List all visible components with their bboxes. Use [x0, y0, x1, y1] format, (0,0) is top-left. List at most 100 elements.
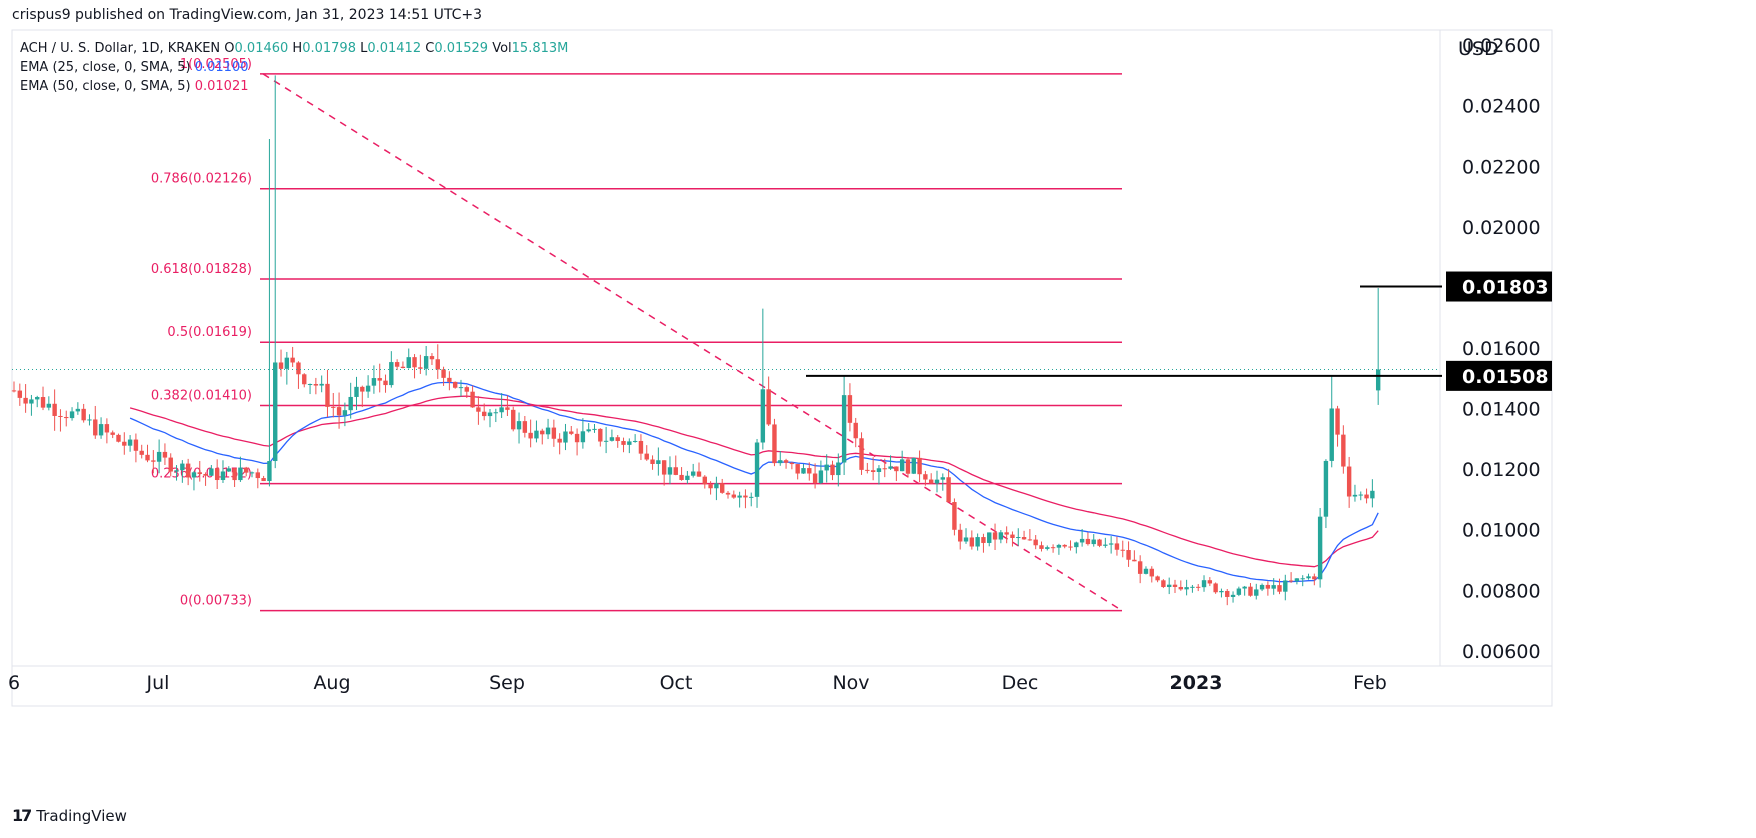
candle-body	[336, 407, 342, 416]
candle-body	[209, 468, 214, 476]
indicator-value: 0.01100	[195, 60, 249, 75]
candle-body	[1137, 561, 1143, 574]
candle-body	[1149, 568, 1154, 577]
candle-body	[1085, 538, 1091, 545]
candle-body	[284, 357, 290, 369]
candle-body	[888, 466, 893, 469]
fib-level-label: 0(0.00733)	[180, 594, 252, 609]
candle-body	[917, 457, 922, 475]
indicator-legend: EMA (50, close, 0, SMA, 5) 0.01021	[20, 79, 249, 94]
candle-body	[1062, 544, 1067, 547]
candle-body	[702, 476, 707, 485]
candle-body	[934, 479, 940, 484]
candle-body	[174, 470, 179, 472]
candle-body	[1027, 539, 1033, 541]
candle-body	[661, 460, 667, 475]
symbol-name: ACH / U. S. Dollar, 1D, KRAKEN	[20, 41, 224, 56]
indicator-label: EMA (50, close, 0, SMA, 5)	[20, 79, 195, 94]
candle-body	[371, 378, 377, 386]
candle-body	[551, 427, 557, 439]
candle-body	[1172, 584, 1178, 587]
candle-body	[93, 419, 98, 436]
candle-body	[1364, 494, 1369, 499]
x-tick-label: Aug	[313, 672, 350, 694]
ohlc-label: O	[224, 41, 234, 56]
indicator-value: 0.01021	[195, 79, 249, 94]
candle-body	[1114, 543, 1120, 550]
candle-body	[296, 362, 301, 375]
ohlc-low: 0.01412	[367, 41, 425, 56]
candle-body	[1358, 494, 1363, 496]
candle-body	[319, 383, 324, 386]
candle-body	[1091, 539, 1096, 545]
candle-body	[783, 460, 789, 463]
candle-body	[464, 387, 469, 392]
candle-body	[249, 472, 255, 474]
x-tick-label: Nov	[832, 672, 869, 694]
candle-body	[981, 537, 986, 543]
candle-body	[29, 399, 34, 404]
y-axis-unit: USD	[1458, 38, 1499, 60]
candle-body	[574, 433, 580, 443]
candle-body	[818, 470, 824, 483]
candle-body	[679, 474, 684, 480]
candle-body	[127, 439, 133, 446]
candle-body	[522, 421, 528, 433]
candle-body	[1271, 585, 1276, 589]
candle-body	[87, 419, 92, 421]
candle-body	[255, 472, 261, 479]
candle-body	[1370, 490, 1375, 499]
candle-body	[545, 427, 551, 435]
candle-body	[412, 357, 417, 368]
candle-body	[325, 383, 330, 407]
indicator-label: EMA (25, close, 0, SMA, 5)	[20, 60, 195, 75]
candle-body	[377, 378, 382, 381]
candle-body	[627, 441, 632, 445]
ohlc-label: C	[425, 41, 434, 56]
candle-body	[441, 369, 446, 378]
candle-body	[1050, 547, 1056, 549]
candle-body	[882, 468, 887, 470]
candle-body	[760, 389, 766, 443]
ohlc-volume: 15.813M	[512, 41, 569, 56]
candle-body	[52, 403, 57, 416]
candle-body	[841, 395, 847, 463]
candle-body	[1201, 580, 1207, 588]
candle-body	[598, 428, 603, 442]
published-info: crispus9 published on TradingView.com, J…	[12, 7, 483, 23]
candle-body	[958, 529, 963, 542]
candle-body	[1184, 587, 1189, 590]
candle-body	[830, 464, 835, 476]
candle-body	[946, 477, 951, 503]
candle-body	[1120, 549, 1125, 551]
candle-body	[180, 463, 185, 471]
candle-body	[1335, 408, 1340, 435]
candle-body	[870, 470, 876, 472]
candle-body	[244, 467, 249, 473]
candle-body	[1166, 584, 1172, 588]
candle-body	[1341, 434, 1346, 467]
ohlc-label: L	[360, 41, 368, 56]
candle-body	[35, 397, 40, 400]
tradingview-logo[interactable]: 17 TradingView	[12, 806, 127, 825]
candle-body	[470, 391, 475, 408]
candle-body	[534, 430, 539, 439]
fib-level-label: 0.618(0.01828)	[151, 262, 252, 277]
candle-body	[429, 356, 435, 360]
candle-body	[1283, 580, 1288, 592]
candle-body	[46, 403, 52, 408]
candle-body	[394, 362, 400, 367]
candle-body	[273, 362, 278, 462]
candle-body	[708, 484, 713, 489]
candle-body	[952, 502, 957, 530]
candle-body	[992, 532, 998, 540]
candle-body	[603, 440, 609, 442]
candle-body	[482, 411, 487, 417]
fib-level-label: 0.382(0.01410)	[151, 389, 252, 404]
candle-body	[853, 422, 858, 439]
tradingview-brand: TradingView	[36, 806, 127, 825]
candle-body	[1207, 580, 1213, 584]
candle-body	[563, 431, 568, 443]
plot-frame	[11, 29, 1441, 667]
